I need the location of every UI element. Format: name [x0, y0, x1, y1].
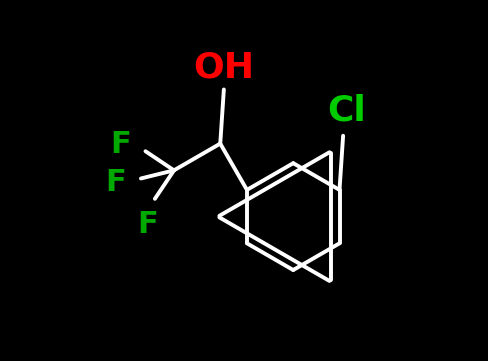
Text: F: F [105, 168, 126, 197]
Text: OH: OH [193, 51, 254, 85]
Text: F: F [137, 210, 158, 239]
Text: F: F [110, 130, 130, 158]
Text: Cl: Cl [326, 93, 366, 127]
